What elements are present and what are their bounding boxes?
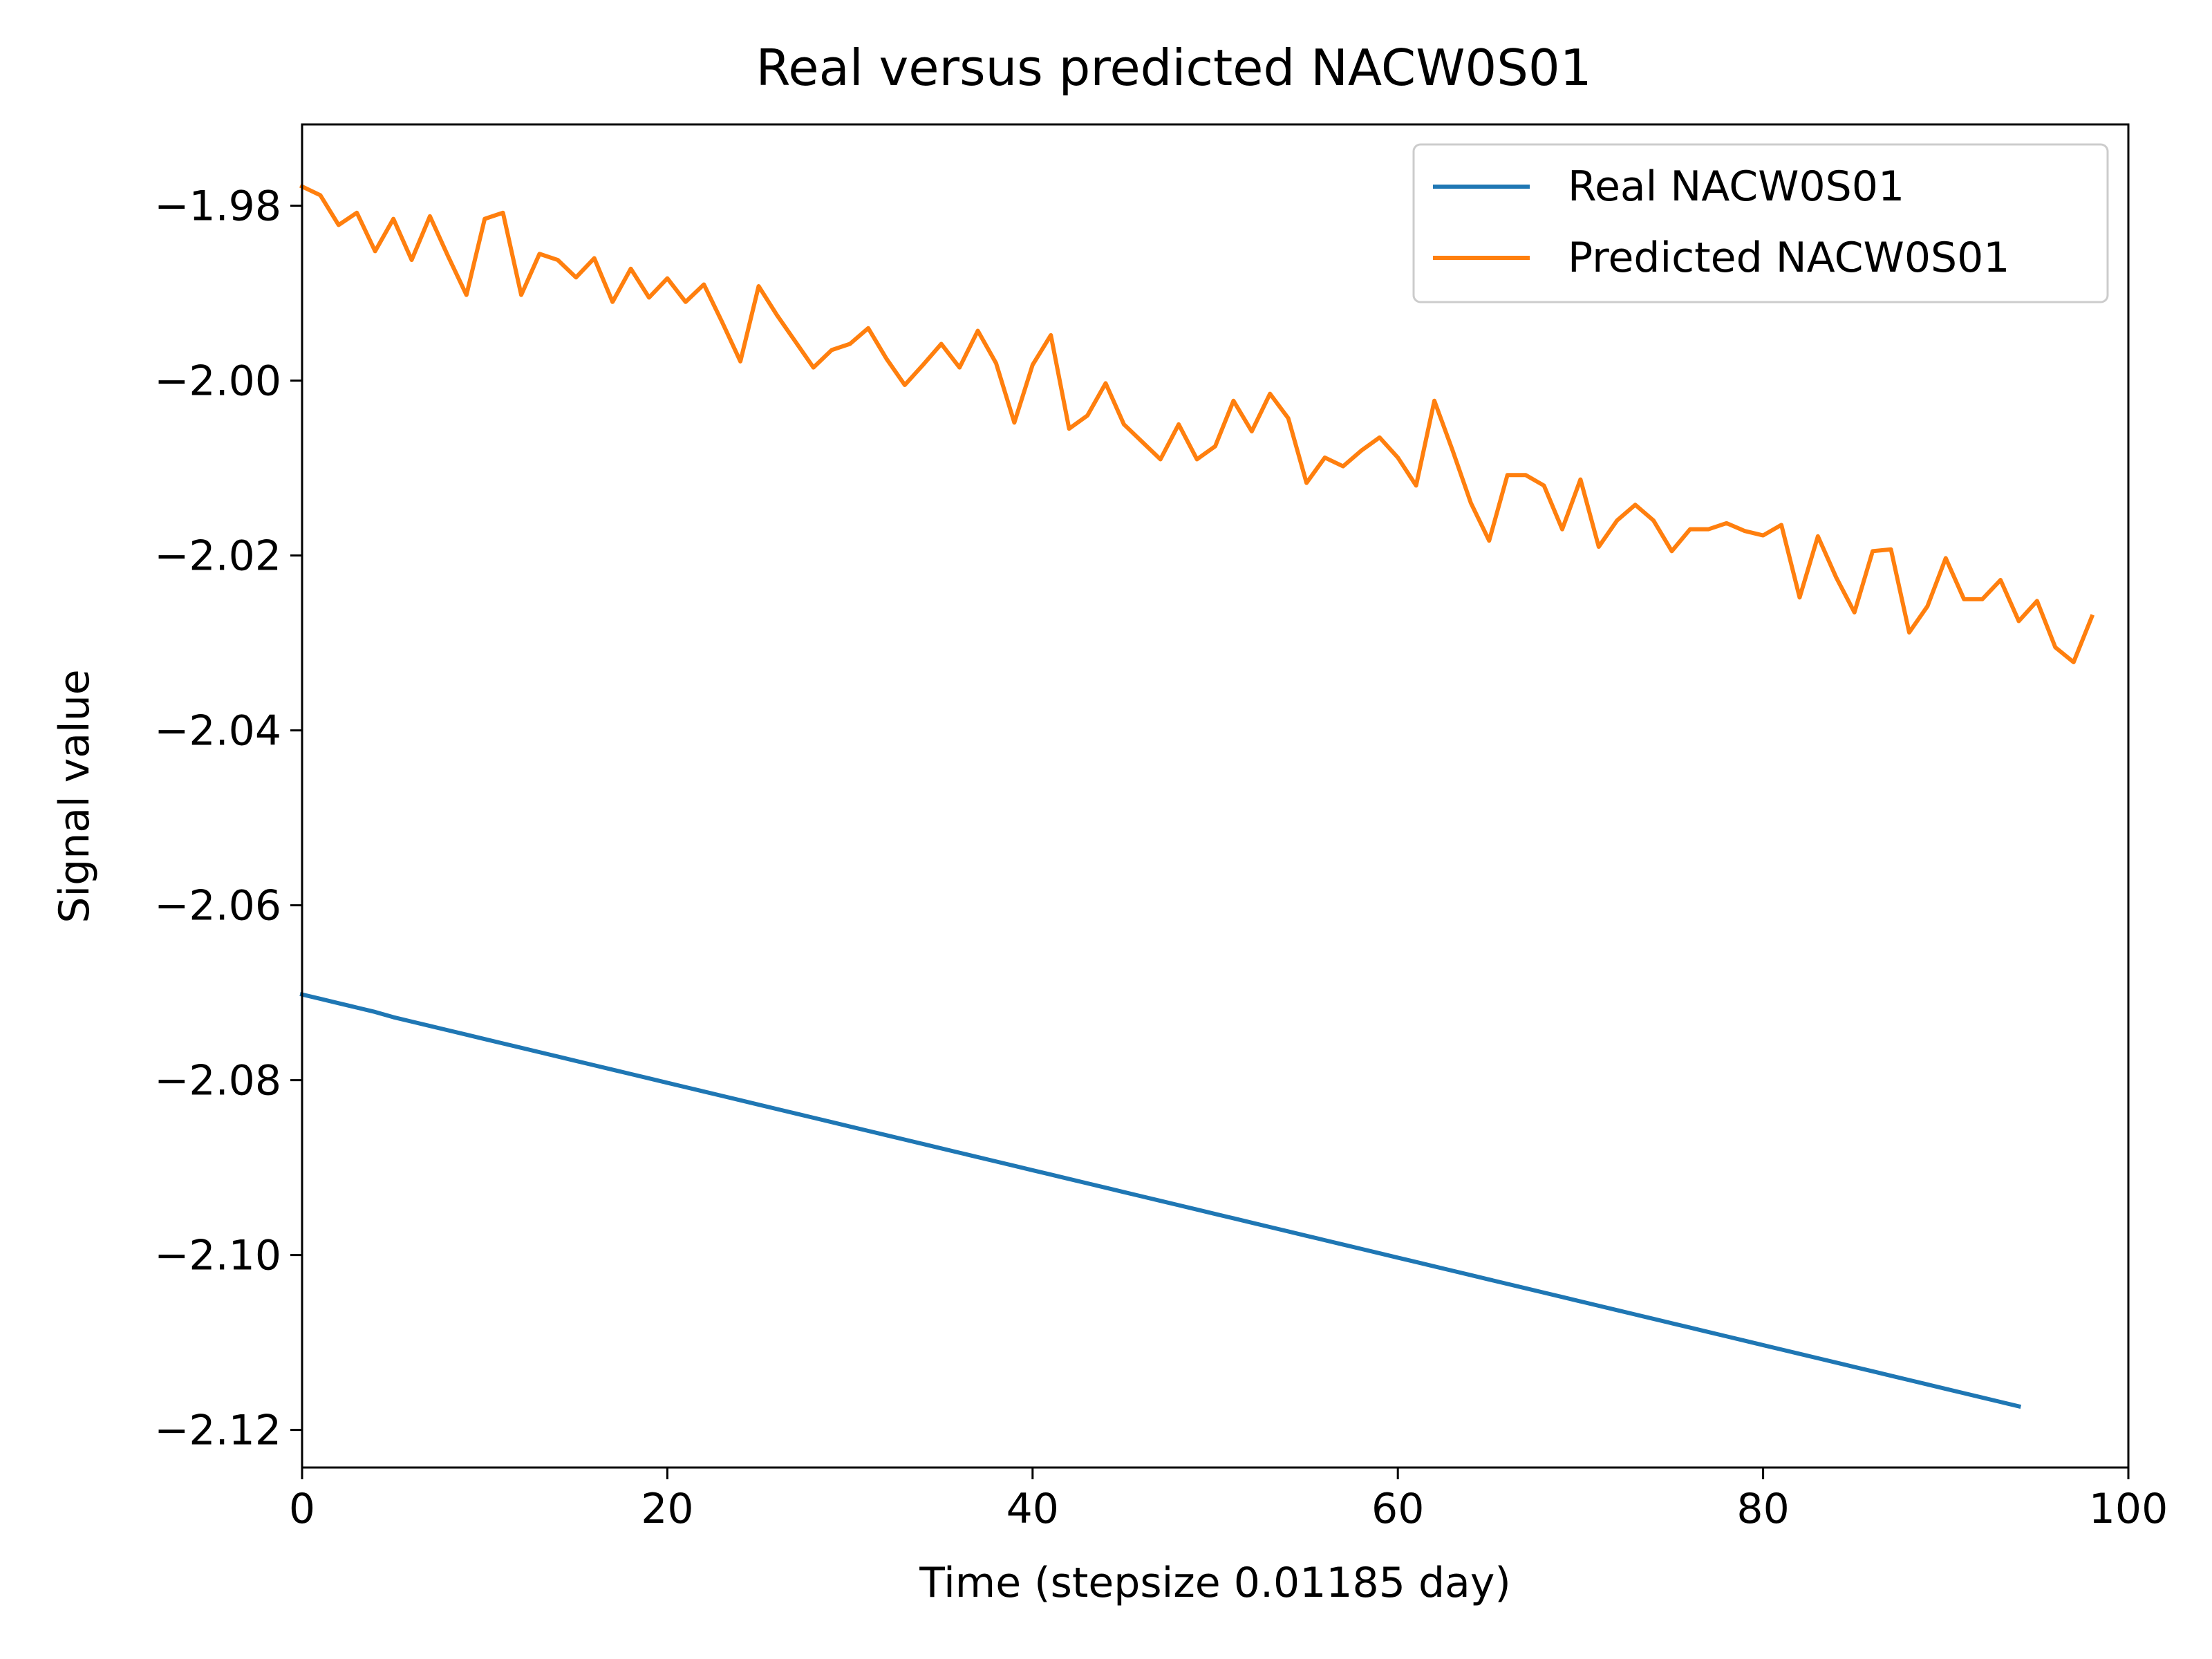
legend-box — [1412, 143, 2109, 303]
y-tick-label: −2.04 — [154, 707, 281, 756]
y-tick-label: −1.98 — [154, 182, 281, 231]
x-tick-label: 60 — [1371, 1485, 1424, 1533]
x-tick-label: 100 — [2089, 1485, 2168, 1533]
series-line-predicted — [299, 183, 2095, 664]
y-axis-label: Signal value — [50, 669, 99, 923]
plot-lines — [299, 183, 2095, 1409]
x-tick-label: 40 — [1006, 1485, 1059, 1533]
plot-frame — [301, 123, 2130, 1469]
x-tick-label: 80 — [1736, 1485, 1789, 1533]
y-tick-label: −2.00 — [154, 357, 281, 406]
legend-label-predicted: Predicted NACW0S01 — [1568, 234, 2009, 282]
chart-title: Real versus predicted NACW0S01 — [756, 39, 1591, 97]
legend: Real NACW0S01 Predicted NACW0S01 — [1412, 143, 2109, 303]
y-tick-label: −2.02 — [154, 532, 281, 581]
x-tick-label: 0 — [289, 1485, 315, 1533]
series-line-real — [299, 992, 2022, 1409]
x-axis-ticks: 0 20 40 60 80 100 — [289, 1468, 2168, 1533]
y-tick-label: −2.10 — [154, 1232, 281, 1280]
y-axis-ticks: −1.98 −2.00 −2.02 −2.04 −2.06 −2.08 −2.10 −2.12 — [154, 182, 302, 1455]
x-tick-label: 20 — [641, 1485, 693, 1533]
y-tick-label: −2.08 — [154, 1057, 281, 1105]
y-tick-label: −2.12 — [154, 1407, 281, 1455]
legend-label-real: Real NACW0S01 — [1568, 162, 1904, 211]
y-tick-label: −2.06 — [154, 882, 281, 930]
x-axis-label: Time (stepsize 0.01185 day) — [919, 1559, 1510, 1607]
